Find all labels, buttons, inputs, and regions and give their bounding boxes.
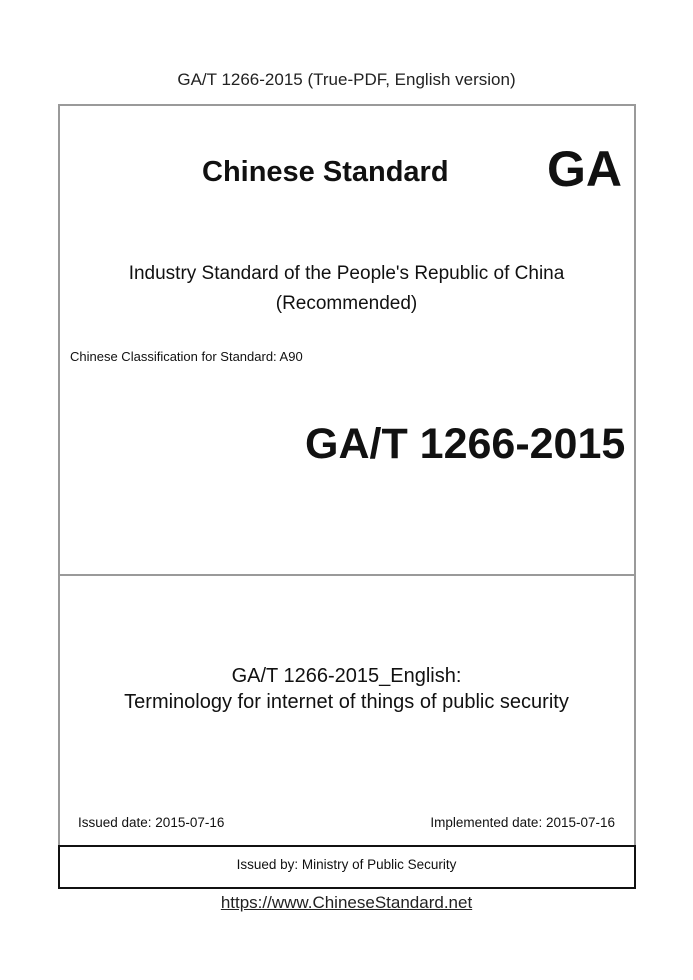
cover-middle-section bbox=[58, 574, 636, 847]
industry-standard-text: Industry Standard of the People's Republ… bbox=[0, 259, 693, 319]
website-link[interactable]: https://www.ChineseStandard.net bbox=[220, 893, 473, 912]
standard-code: GA/T 1266-2015 bbox=[305, 420, 626, 468]
english-title-line-2: Terminology for internet of things of pu… bbox=[124, 691, 569, 713]
industry-line-1: Industry Standard of the People's Republ… bbox=[128, 263, 565, 284]
ga-logo: GA bbox=[547, 141, 622, 197]
english-title-line-1: GA/T 1266-2015_English: bbox=[231, 665, 462, 687]
implemented-date: Implemented date: 2015-07-16 bbox=[430, 815, 615, 830]
cover-top-section bbox=[58, 104, 636, 576]
classification: Chinese Classification for Standard: A90 bbox=[70, 349, 303, 364]
issued-by: Issued by: Ministry of Public Security bbox=[236, 857, 457, 872]
standard-title: Chinese Standard bbox=[202, 156, 449, 188]
page-header: GA/T 1266-2015 (True-PDF, English versio… bbox=[177, 70, 516, 89]
issuer-box bbox=[58, 845, 636, 889]
english-title: GA/T 1266-2015_English: Terminology for … bbox=[0, 663, 693, 715]
industry-line-2: (Recommended) bbox=[275, 293, 418, 314]
issued-date: Issued date: 2015-07-16 bbox=[78, 815, 225, 830]
